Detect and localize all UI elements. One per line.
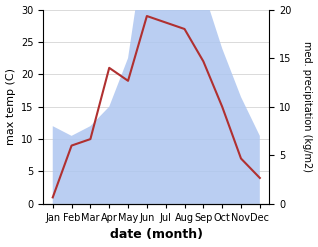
X-axis label: date (month): date (month): [110, 228, 203, 242]
Y-axis label: med. precipitation (kg/m2): med. precipitation (kg/m2): [302, 41, 313, 172]
Y-axis label: max temp (C): max temp (C): [5, 68, 16, 145]
